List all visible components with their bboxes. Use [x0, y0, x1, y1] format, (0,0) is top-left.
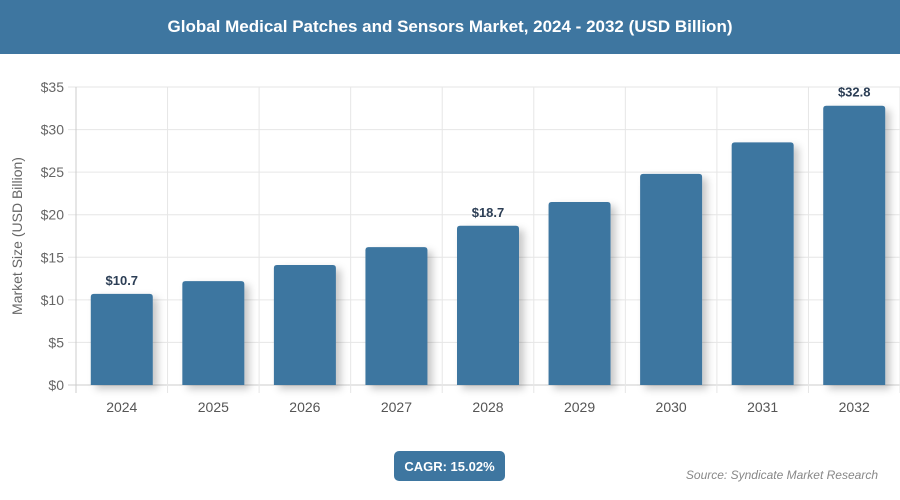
y-tick-label: $15 [41, 249, 65, 265]
y-tick-label: $25 [41, 164, 65, 180]
chart-title: Global Medical Patches and Sensors Marke… [0, 0, 900, 54]
x-tick-label: 2032 [839, 399, 870, 415]
bar-2026 [273, 264, 336, 385]
bar-2031 [731, 142, 794, 385]
x-tick-label: 2025 [198, 399, 229, 415]
y-tick-label: $30 [41, 122, 65, 138]
data-label: $10.7 [106, 273, 139, 288]
x-tick-label: 2028 [472, 399, 503, 415]
x-tick-label: 2031 [747, 399, 778, 415]
bar-2030 [640, 173, 703, 385]
x-tick-label: 2029 [564, 399, 595, 415]
bar-2024 [90, 293, 153, 385]
bar-2025 [182, 281, 245, 385]
bar-2028 [457, 225, 519, 385]
cagr-badge: CAGR: 15.02% [394, 451, 505, 481]
data-label: $18.7 [472, 205, 505, 220]
y-tick-label: $0 [48, 377, 64, 393]
y-tick-label: $5 [48, 334, 64, 350]
x-tick-label: 2024 [106, 399, 137, 415]
y-axis-title: Market Size (USD Billion) [9, 157, 25, 315]
bar-2032 [823, 105, 886, 385]
y-tick-label: $35 [41, 79, 65, 95]
x-tick-label: 2030 [656, 399, 687, 415]
x-tick-label: 2026 [289, 399, 320, 415]
y-tick-label: $10 [41, 292, 65, 308]
y-tick-label: $20 [41, 207, 65, 223]
x-tick-label: 2027 [381, 399, 412, 415]
data-label: $32.8 [838, 85, 871, 100]
bar-2029 [548, 201, 611, 385]
source-note: Source: Syndicate Market Research [685, 468, 878, 482]
bar-2027 [365, 247, 428, 385]
